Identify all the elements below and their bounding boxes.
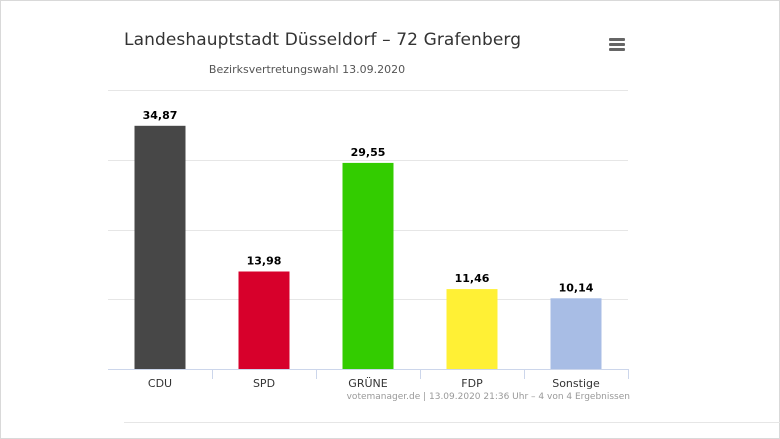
data-label: 10,14 xyxy=(559,281,594,294)
bar-fdp xyxy=(446,289,498,369)
data-label: 34,87 xyxy=(143,109,178,122)
bars xyxy=(134,125,602,369)
x-tick-label: Sonstige xyxy=(552,377,600,390)
source-credit: votemanager.de | 13.09.2020 21:36 Uhr – … xyxy=(346,392,630,402)
data-label: 11,46 xyxy=(455,272,490,285)
x-tick-label: SPD xyxy=(253,377,275,390)
data-label: 29,55 xyxy=(351,146,386,159)
data-labels: 34,87 13,98 29,55 11,46 10,14 xyxy=(143,109,594,294)
bar-sonstige xyxy=(550,298,602,369)
x-tick-label: FDP xyxy=(461,377,483,390)
x-tick-label: GRÜNE xyxy=(348,377,387,390)
data-label: 13,98 xyxy=(247,255,282,268)
chart-subtitle: Bezirksvertretungswahl 13.09.2020 xyxy=(208,63,406,76)
x-axis: CDU SPD GRÜNE FDP Sonstige xyxy=(108,369,629,390)
divider xyxy=(124,422,780,423)
hamburger-menu-icon[interactable] xyxy=(606,36,628,54)
bar-grüne xyxy=(342,162,394,369)
bar-cdu xyxy=(134,125,186,369)
chart-title: Landeshauptstadt Düsseldorf – 72 Grafenb… xyxy=(124,30,522,50)
bar-spd xyxy=(238,271,290,369)
x-tick-label: CDU xyxy=(148,377,172,390)
